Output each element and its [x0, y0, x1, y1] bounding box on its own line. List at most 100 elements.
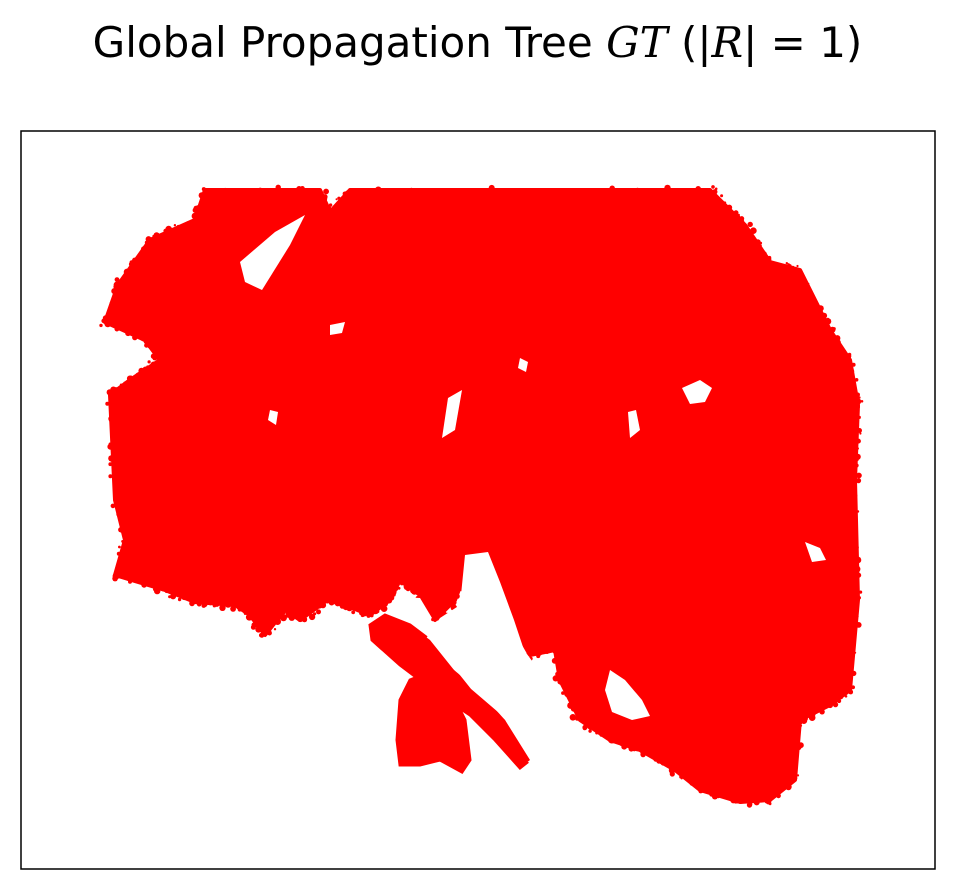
- tree-point: [723, 205, 730, 212]
- tree-point: [454, 593, 460, 599]
- tree-point: [712, 189, 718, 195]
- tree-point: [850, 387, 856, 393]
- tree-point: [147, 360, 151, 364]
- tree-point: [146, 365, 149, 369]
- tree-point: [640, 750, 646, 756]
- tree-gap: [425, 552, 560, 770]
- tree-point: [147, 344, 152, 349]
- tree-point: [371, 611, 374, 614]
- tree-gap: [330, 322, 345, 335]
- tree-point: [434, 607, 442, 615]
- tree-point: [165, 591, 168, 594]
- tree-point: [335, 198, 338, 201]
- tree-point: [200, 204, 203, 207]
- tree-point: [855, 478, 862, 484]
- tree-point: [328, 203, 333, 207]
- tree-point: [160, 362, 164, 366]
- tree-point: [848, 354, 852, 358]
- tree-point: [349, 189, 357, 197]
- tree-point: [854, 651, 857, 654]
- tree-point: [247, 189, 250, 193]
- tree-point: [819, 709, 825, 715]
- tree-point: [846, 655, 853, 662]
- tree-point: [593, 725, 601, 732]
- tree-point: [236, 603, 243, 610]
- tree-point: [267, 630, 272, 636]
- tree-point: [165, 225, 172, 233]
- tree-point: [726, 794, 734, 801]
- tree-point: [153, 352, 158, 357]
- tree-point: [744, 225, 748, 230]
- tree-point: [196, 212, 200, 216]
- tree-point: [859, 590, 863, 594]
- tree-point: [599, 732, 604, 737]
- tree-point: [105, 401, 110, 406]
- tree-point: [703, 786, 708, 790]
- tree-point: [588, 729, 592, 733]
- tree-point: [753, 799, 760, 806]
- tree-point: [141, 246, 147, 252]
- tree-point: [636, 187, 639, 191]
- tree-point: [132, 576, 137, 582]
- tree-point: [380, 605, 388, 612]
- tree-point: [356, 608, 361, 613]
- tree-gap: [682, 380, 712, 404]
- tree-branch-region: [397, 672, 470, 772]
- tree-gap: [605, 670, 650, 720]
- tree-point: [111, 295, 119, 303]
- tree-point: [852, 607, 857, 612]
- tree-point: [830, 699, 837, 706]
- chart-title: Global Propagation Tree GT (|R| = 1): [0, 18, 955, 67]
- tree-point: [719, 204, 722, 206]
- tree-point: [557, 659, 564, 667]
- tree-point: [260, 627, 267, 633]
- tree-point: [150, 361, 157, 369]
- tree-point: [555, 672, 563, 680]
- tree-point: [237, 607, 242, 612]
- tree-point: [109, 396, 115, 402]
- tree-point: [143, 338, 149, 344]
- tree-point: [257, 187, 264, 194]
- tree-point: [832, 327, 836, 331]
- tree-point: [397, 586, 401, 590]
- tree-point: [791, 740, 798, 746]
- tree-point: [115, 283, 122, 290]
- tree-point: [790, 765, 795, 770]
- tree-point: [811, 303, 818, 310]
- tree-point: [747, 221, 753, 228]
- tree-point: [822, 705, 826, 709]
- tree-point: [345, 605, 349, 609]
- tree-point: [659, 757, 663, 761]
- tree-point: [176, 229, 181, 233]
- tree-point: [119, 528, 124, 533]
- tree-point: [856, 572, 862, 578]
- tree-point: [647, 749, 653, 754]
- title-close: | = 1): [743, 18, 863, 67]
- tree-point: [153, 232, 160, 239]
- tree-point: [185, 593, 188, 596]
- tree-point: [255, 626, 262, 633]
- tree-point: [854, 545, 859, 550]
- tree-point: [721, 795, 725, 798]
- tree-point: [152, 234, 156, 238]
- title-symbol: GT: [606, 18, 668, 67]
- tree-point: [569, 714, 577, 721]
- tree-point: [661, 758, 667, 764]
- tree-point: [821, 312, 828, 319]
- tree-point: [433, 613, 441, 621]
- tree-point: [828, 699, 831, 703]
- tree-point: [219, 604, 226, 611]
- tree-point: [189, 600, 195, 607]
- tree-point: [853, 525, 856, 528]
- tree-point: [551, 657, 558, 664]
- tree-point: [431, 614, 434, 618]
- tree-point: [478, 549, 483, 554]
- tree-point: [689, 780, 694, 785]
- tree-point: [206, 188, 211, 193]
- tree-point: [750, 237, 756, 242]
- tree-point: [410, 187, 413, 191]
- tree-point: [786, 782, 791, 787]
- tree-point: [851, 685, 855, 690]
- tree-point: [185, 223, 190, 228]
- tree-point: [116, 551, 121, 556]
